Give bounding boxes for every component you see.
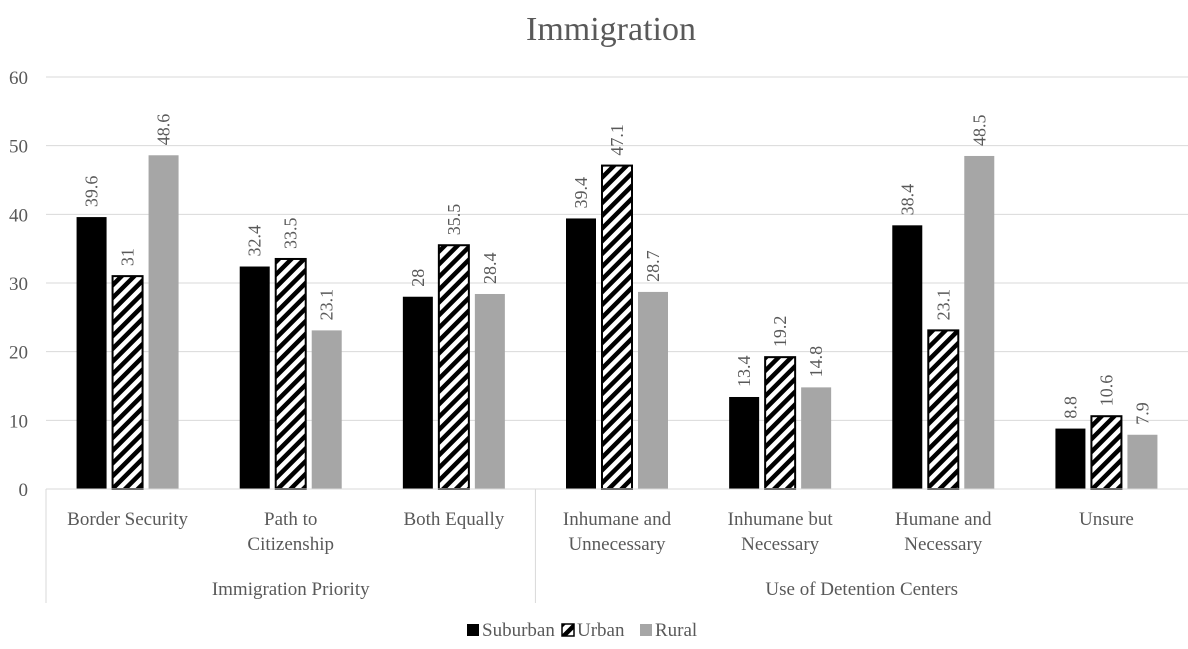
y-tick-label: 40 xyxy=(9,205,28,226)
bar-urban xyxy=(1090,415,1123,491)
bars xyxy=(76,155,1158,491)
category-label-line: Inhumane but xyxy=(728,509,834,530)
x-axis: Border Security Path to Citizenship Both Eq… xyxy=(45,488,1188,603)
y-tick-label: 20 xyxy=(9,343,28,364)
bar-suburban xyxy=(239,266,270,489)
y-tick-label: 30 xyxy=(9,274,28,295)
category-label-line: Unnecessary xyxy=(568,534,666,555)
category-label-line: Humane and xyxy=(895,509,992,530)
legend-label: Suburban xyxy=(482,620,555,641)
data-label: 14.8 xyxy=(806,346,826,378)
data-label: 33.5 xyxy=(281,217,301,249)
legend-swatch-suburban xyxy=(467,624,479,636)
group-label: Immigration Priority xyxy=(212,579,370,600)
data-label: 47.1 xyxy=(607,124,627,156)
data-label: 39.6 xyxy=(82,176,102,208)
bar-suburban xyxy=(729,396,760,489)
data-labels: 39.6 31 48.6 32.4 33.5 23.1 28 35.5 28.4 39.4 47.1… xyxy=(82,114,1153,425)
bar-urban xyxy=(764,356,797,490)
bar-rural xyxy=(964,155,995,489)
data-label: 19.2 xyxy=(770,316,790,348)
category-label: Inhumane and Unnecessary xyxy=(563,509,672,555)
y-tick-label: 10 xyxy=(9,411,28,432)
bar-suburban xyxy=(76,217,107,489)
bar-urban xyxy=(274,257,307,491)
category-label: Border Security xyxy=(67,509,188,530)
category-label-line: Necessary xyxy=(904,534,983,555)
bar-rural xyxy=(801,387,832,489)
legend: Suburban Urban Rural xyxy=(467,620,697,641)
chart-title: Immigration xyxy=(526,11,696,48)
data-label: 13.4 xyxy=(734,355,754,387)
data-label: 23.1 xyxy=(933,289,953,321)
bar-urban xyxy=(437,244,470,490)
bar-suburban xyxy=(892,225,923,489)
category-label-line: Necessary xyxy=(741,534,820,555)
data-label: 32.4 xyxy=(245,225,265,257)
bar-rural xyxy=(1127,434,1158,489)
bar-urban xyxy=(601,164,633,491)
data-label: 31 xyxy=(118,248,138,266)
category-label: Inhumane but Necessary xyxy=(728,509,834,555)
legend-swatch-rural xyxy=(640,624,652,636)
bar-rural xyxy=(311,330,342,489)
category-label-line: Both Equally xyxy=(403,509,504,530)
data-label: 28 xyxy=(408,269,428,287)
category-label-line: Citizenship xyxy=(247,534,334,555)
legend-label: Urban xyxy=(577,620,625,641)
bar-rural xyxy=(148,155,179,489)
data-label: 35.5 xyxy=(444,204,464,236)
bar-urban xyxy=(927,329,960,490)
bar-suburban xyxy=(1055,428,1086,489)
data-label: 28.4 xyxy=(480,252,500,284)
category-label-line: Unsure xyxy=(1079,509,1134,530)
bar-rural xyxy=(474,293,505,489)
data-label: 48.6 xyxy=(154,114,174,146)
data-label: 7.9 xyxy=(1132,402,1152,425)
data-label: 8.8 xyxy=(1060,396,1080,419)
data-label: 23.1 xyxy=(317,289,337,321)
bar-urban xyxy=(111,275,144,490)
y-tick-label: 60 xyxy=(9,68,28,89)
data-label: 10.6 xyxy=(1096,375,1116,407)
category-label: Path to Citizenship xyxy=(247,509,334,555)
y-axis-tick-labels: 0 10 20 30 40 50 60 xyxy=(9,68,28,501)
data-label: 39.4 xyxy=(571,177,591,209)
y-tick-label: 0 xyxy=(19,480,29,501)
category-label: Unsure xyxy=(1079,509,1134,530)
data-label: 38.4 xyxy=(897,184,917,216)
legend-label: Rural xyxy=(655,620,697,641)
category-label-line: Inhumane and xyxy=(563,509,672,530)
data-label: 48.5 xyxy=(969,114,989,146)
data-label: 28.7 xyxy=(643,250,663,282)
bar-suburban xyxy=(566,218,596,489)
y-tick-label: 50 xyxy=(9,137,28,158)
category-label: Humane and Necessary xyxy=(895,509,992,555)
category-label-line: Border Security xyxy=(67,509,188,530)
bar-suburban xyxy=(402,296,433,489)
legend-swatch-urban xyxy=(561,623,575,637)
group-label: Use of Detention Centers xyxy=(765,579,958,600)
bar-rural xyxy=(638,291,668,489)
category-label-line: Path to xyxy=(264,509,317,530)
category-label: Both Equally xyxy=(403,509,504,530)
